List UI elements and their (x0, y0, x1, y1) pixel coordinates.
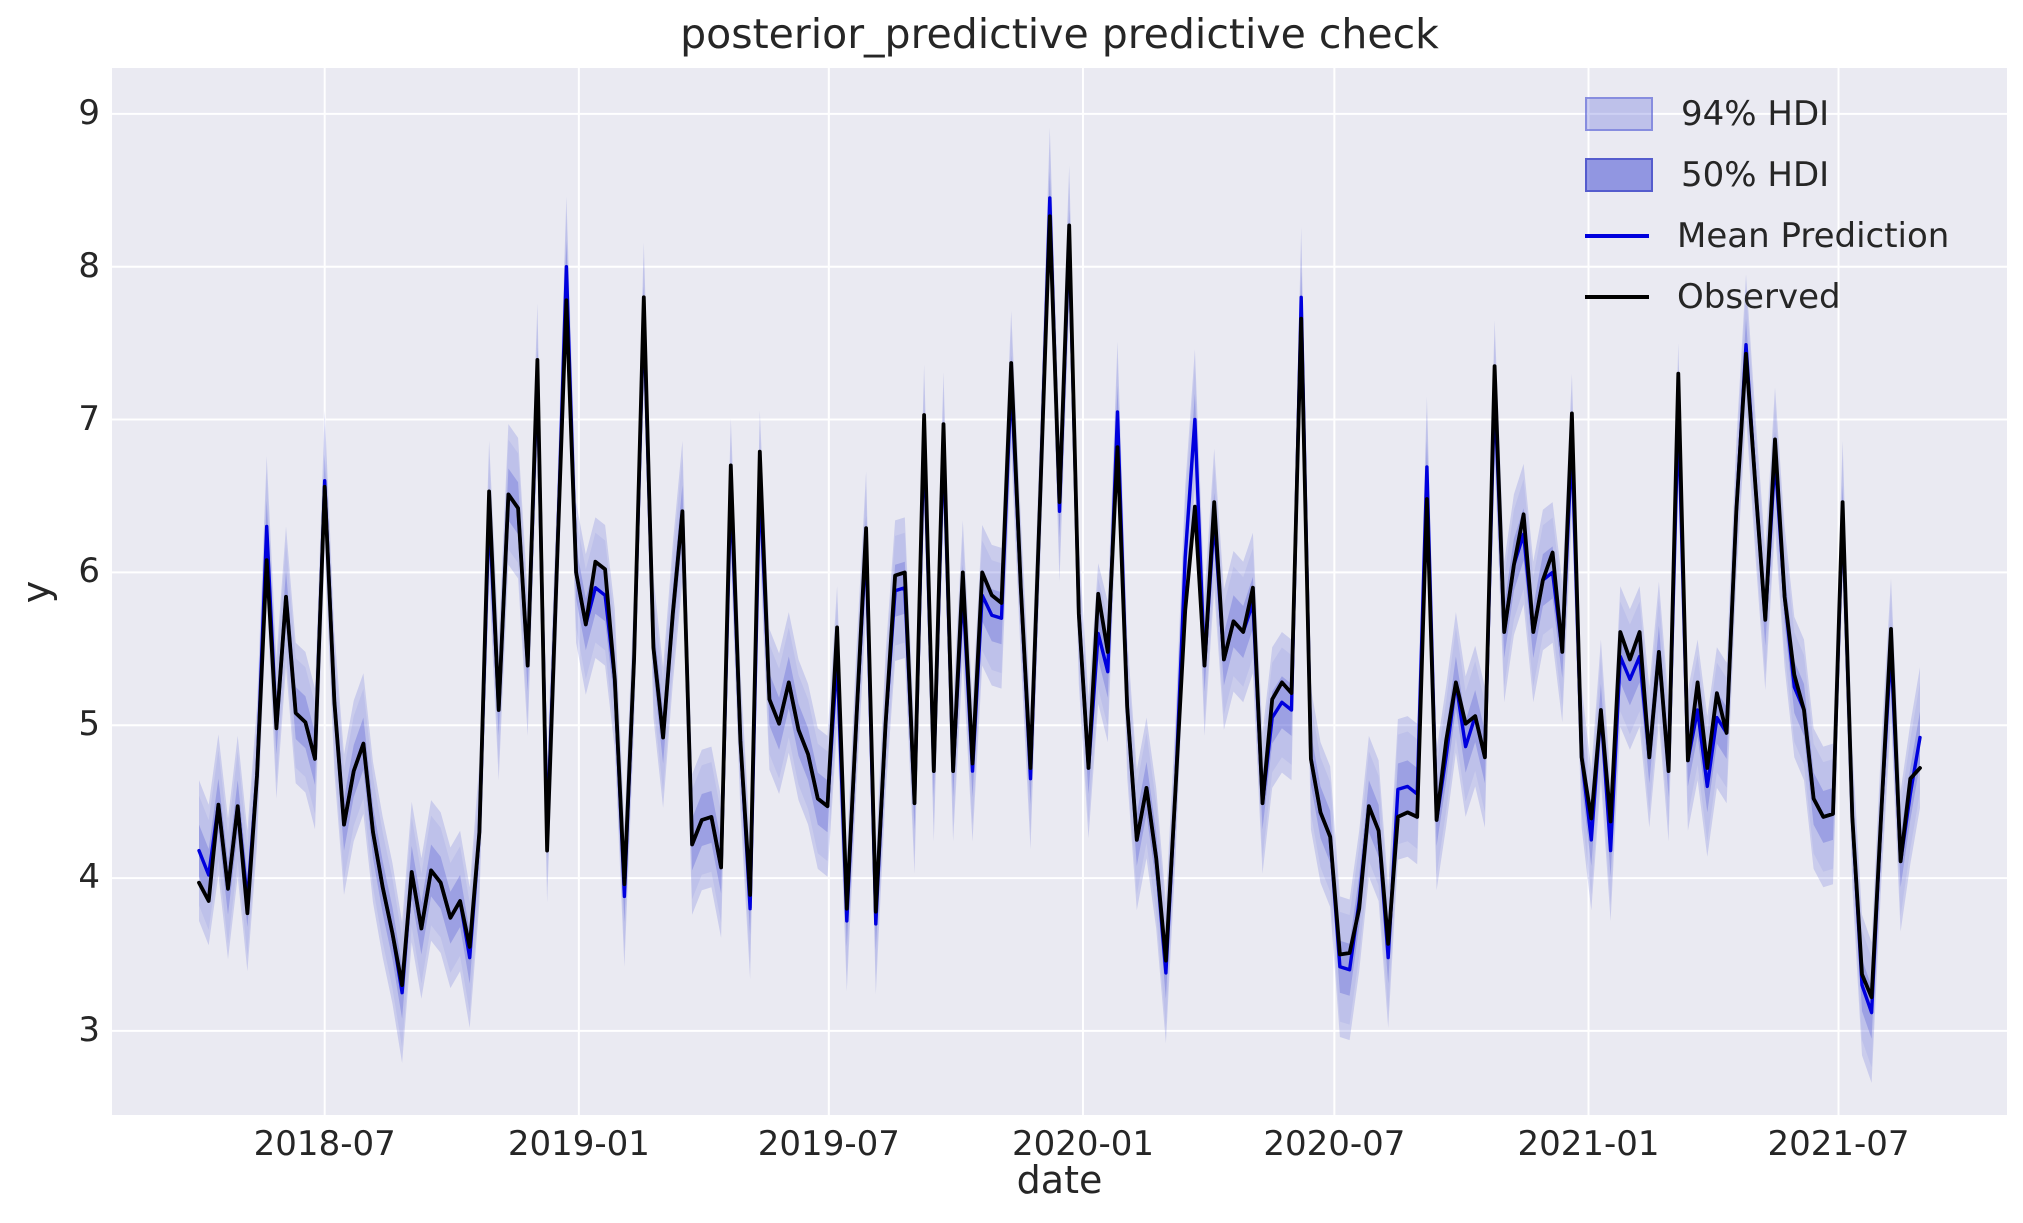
plot-area (112, 68, 2007, 1115)
y-tick-label: 6 (78, 551, 100, 592)
x-axis-label: date (1016, 1158, 1103, 1202)
x-tick-label: 2021-07 (1767, 1124, 1910, 1164)
legend-label: Observed (1677, 277, 1841, 317)
y-tick-label: 7 (78, 398, 100, 439)
y-tick-label: 4 (78, 857, 100, 898)
x-tick-label: 2019-07 (757, 1124, 900, 1164)
legend-label: Mean Prediction (1677, 216, 1950, 256)
y-tick-label: 5 (78, 704, 100, 745)
x-tick-label: 2020-07 (1263, 1124, 1406, 1164)
legend: 94% HDI 50% HDI Mean Prediction Observed (1585, 88, 2005, 323)
y-tick-label: 8 (78, 245, 100, 286)
x-tick-label: 2021-01 (1517, 1124, 1660, 1164)
y-axis-label: y (14, 580, 58, 604)
legend-item-observed: Observed (1585, 271, 2005, 323)
legend-item-94-hdi: 94% HDI (1585, 88, 2005, 140)
hdi50-swatch-icon (1585, 158, 1653, 192)
x-tick-label: 2020-01 (1011, 1124, 1154, 1164)
y-tick-label: 9 (78, 92, 100, 133)
x-tick-label: 2019-01 (507, 1124, 650, 1164)
legend-item-50-hdi: 50% HDI (1585, 149, 2005, 201)
chart-canvas (112, 68, 2007, 1115)
chart-title: posterior_predictive predictive check (680, 10, 1439, 58)
observed-line-swatch-icon (1585, 295, 1649, 299)
legend-label: 94% HDI (1681, 94, 1830, 134)
legend-item-mean-prediction: Mean Prediction (1585, 210, 2005, 262)
y-tick-label: 3 (78, 1009, 100, 1050)
x-tick-label: 2018-07 (253, 1124, 396, 1164)
mean-line-swatch-icon (1585, 234, 1649, 238)
legend-label: 50% HDI (1681, 155, 1830, 195)
hdi94-swatch-icon (1585, 97, 1653, 131)
